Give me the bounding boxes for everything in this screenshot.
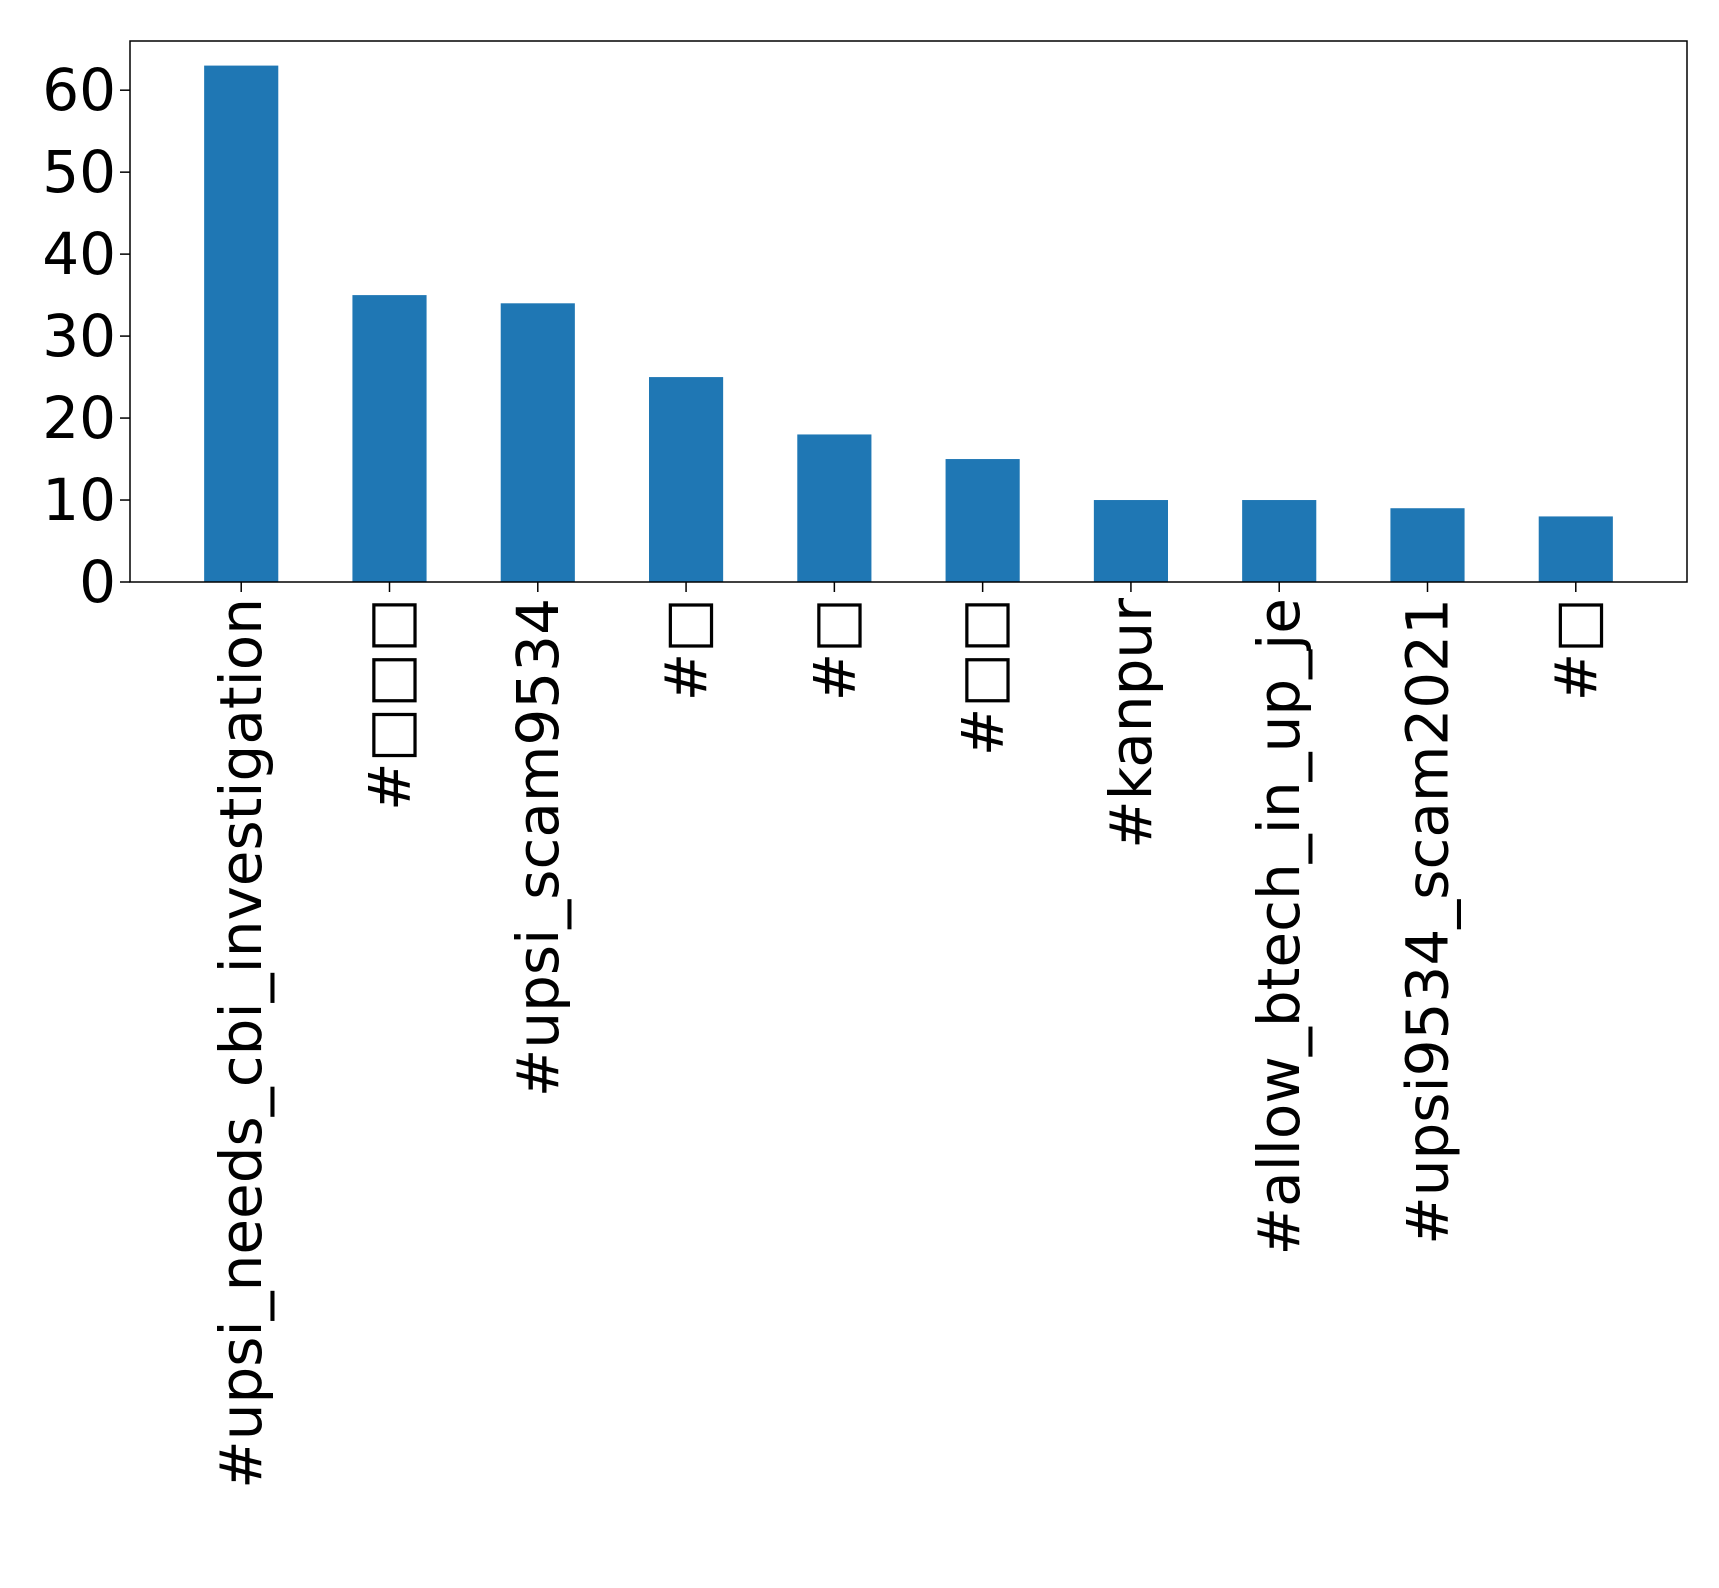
y-tick-label: 40	[42, 220, 116, 288]
bar	[797, 434, 872, 582]
bar	[1242, 500, 1317, 582]
y-tick-label: 50	[42, 138, 116, 206]
x-tick-label: #□	[652, 598, 720, 701]
x-tick-label: #upsi9534_scam2021	[1394, 598, 1462, 1245]
x-tick-label: #upsi_needs_cbi_investigation	[207, 598, 275, 1489]
bar	[204, 65, 279, 582]
x-tick-label: #kanpur	[1097, 598, 1165, 849]
y-tick-label: 10	[42, 466, 116, 534]
bar	[1093, 500, 1168, 582]
x-tick-label: #□□	[949, 598, 1017, 756]
bar	[945, 459, 1020, 582]
y-tick-label: 20	[42, 384, 116, 452]
y-tick-label: 0	[79, 548, 116, 616]
bar	[352, 295, 427, 582]
y-axis: 0 10 20 30 40 50 60	[42, 56, 130, 616]
bar	[500, 303, 575, 582]
bar	[1538, 516, 1613, 582]
x-tick-label: #allow_btech_in_up_je	[1245, 598, 1313, 1255]
x-tick-label: #□	[800, 598, 868, 701]
bar	[649, 377, 724, 582]
y-tick-label: 60	[42, 56, 116, 124]
x-tick-label: #upsi_scam9534	[504, 598, 572, 1097]
x-tick-label: #□□□	[356, 598, 424, 811]
bar	[1390, 508, 1465, 582]
bars-group	[204, 65, 1613, 582]
plot-frame	[129, 40, 1688, 583]
y-tick-label: 30	[42, 302, 116, 370]
x-axis: #upsi_needs_cbi_investigation #□□□ #upsi_s…	[207, 582, 1610, 1489]
x-tick-label: #□	[1542, 598, 1610, 701]
